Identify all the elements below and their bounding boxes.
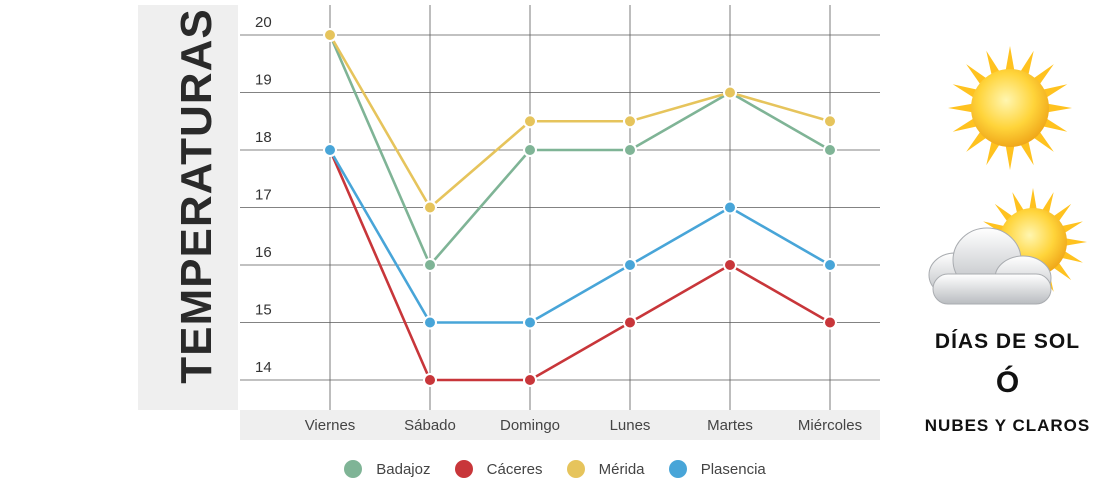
sun-ray: [1019, 50, 1034, 77]
sun-ray: [1045, 103, 1072, 113]
y-tick-16: 16: [255, 244, 272, 261]
series-points: [323, 28, 837, 387]
x-tick-5: Miércoles: [798, 417, 862, 434]
sun-ray: [986, 50, 1001, 77]
point-mérida-3: [623, 114, 637, 129]
point-plasencia-1: [423, 315, 437, 330]
point-cáceres-4: [723, 258, 737, 272]
sun-ray: [1041, 84, 1068, 99]
x-tick-labels: Viernes Sábado Domingo Lunes Martes Miércoles: [305, 417, 862, 434]
y-tick-labels: 14 15 16 17 18 19 20: [255, 14, 272, 376]
y-tick-17: 17: [255, 187, 272, 204]
point-plasencia-4: [723, 200, 737, 215]
legend-label-merida: Mérida: [598, 460, 645, 478]
x-tick-4: Martes: [707, 417, 753, 434]
y-tick-20: 20: [255, 14, 272, 31]
legend: Badajoz Cáceres Mérida Plasencia: [0, 460, 1110, 482]
legend-item-caceres[interactable]: Cáceres: [454, 460, 543, 478]
point-cáceres-5: [823, 315, 837, 330]
sun-ray: [1019, 139, 1034, 166]
point-mérida-4: [723, 85, 737, 100]
legend-label-badajoz: Badajoz: [376, 460, 431, 478]
legend-swatch-badajoz: [344, 460, 363, 478]
series-line-plasencia: [328, 149, 831, 324]
legend-item-badajoz[interactable]: Badajoz: [344, 460, 430, 478]
point-plasencia-5: [823, 258, 837, 272]
sun-ray: [948, 103, 975, 113]
sunny-days-label: DÍAS DE SOL: [934, 330, 1081, 353]
series-line-badajoz: [328, 34, 831, 267]
sun-ray: [1028, 188, 1038, 212]
weather-side-panel: DÍAS DE SOL Ó NUBES Y CLAROS: [905, 30, 1110, 460]
point-badajoz-5: [823, 143, 837, 157]
legend-swatch-merida: [566, 460, 585, 478]
partly-cloudy-label: NUBES Y CLAROS: [924, 416, 1091, 435]
x-tick-0: Viernes: [305, 417, 356, 434]
point-plasencia-0: [323, 143, 337, 157]
legend-item-merida[interactable]: Mérida: [566, 460, 645, 478]
legend-label-caceres: Cáceres: [486, 460, 543, 478]
point-plasencia-3: [623, 258, 637, 272]
weather-icons: [928, 46, 1087, 305]
point-cáceres-2: [523, 373, 537, 387]
sun-ray: [986, 139, 1001, 166]
sun-ray: [952, 84, 979, 99]
legend-item-plasencia[interactable]: Plasencia: [668, 460, 766, 478]
y-axis-label-panel: [138, 5, 238, 410]
point-mérida-5: [823, 114, 837, 129]
legend-swatch-caceres: [454, 460, 473, 478]
series-line-cáceres: [328, 149, 831, 382]
y-tick-14: 14: [255, 359, 272, 376]
x-tick-3: Lunes: [610, 417, 651, 434]
point-badajoz-1: [423, 258, 437, 272]
sun-ray: [1059, 250, 1083, 263]
sun-ray: [1041, 192, 1054, 216]
point-badajoz-3: [623, 143, 637, 157]
y-tick-15: 15: [255, 302, 272, 319]
point-badajoz-2: [523, 143, 537, 157]
point-mérida-1: [423, 200, 437, 215]
series-lines: [328, 34, 831, 382]
line-chart: 14 15 16 17 18 19 20 Viernes Sábado Domingo Lunes…: [240, 5, 880, 434]
sun-ray: [1012, 192, 1025, 216]
point-mérida-2: [523, 114, 537, 129]
x-tick-1: Sábado: [404, 417, 456, 434]
sun-ray: [1005, 46, 1015, 73]
y-tick-18: 18: [255, 129, 272, 146]
series-line-mérida: [328, 34, 831, 209]
x-axis-band: [240, 410, 880, 440]
legend-swatch-plasencia: [668, 460, 687, 478]
sun-ray: [952, 117, 979, 132]
point-cáceres-1: [423, 373, 437, 387]
sun-ray: [1059, 221, 1083, 234]
chart-grid: [240, 5, 880, 410]
x-tick-2: Domingo: [500, 417, 560, 434]
sun-ray: [1005, 143, 1015, 170]
y-tick-19: 19: [255, 72, 272, 89]
sun-ray: [1063, 237, 1087, 247]
point-mérida-0: [323, 28, 337, 42]
sun-icon: [948, 46, 1072, 170]
point-cáceres-3: [623, 315, 637, 330]
point-plasencia-2: [523, 315, 537, 330]
sun-behind-cloud-icon: [928, 188, 1087, 305]
sun-ray: [1041, 117, 1068, 132]
or-label: Ó: [995, 366, 1020, 399]
legend-label-plasencia: Plasencia: [700, 460, 766, 478]
